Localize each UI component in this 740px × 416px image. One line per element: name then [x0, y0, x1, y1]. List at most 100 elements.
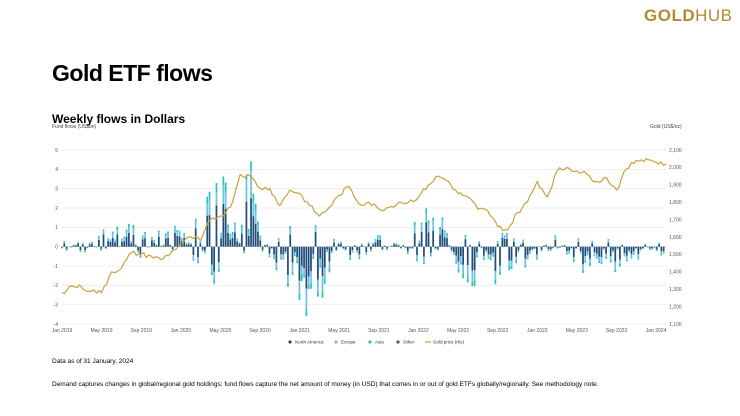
- logo-part-gold: GOLD: [644, 6, 696, 25]
- flow-bar-segment: [429, 255, 432, 257]
- flow-bar-segment: [381, 246, 384, 250]
- flow-bar-segment: [489, 254, 492, 259]
- flow-bar-segment: [111, 238, 114, 247]
- flow-bar-segment: [245, 201, 248, 247]
- flow-bar-segment: [572, 246, 575, 258]
- flow-bar-segment: [351, 251, 354, 253]
- flow-bar-segment: [466, 276, 469, 283]
- flow-bar-segment: [231, 238, 234, 247]
- flow-bar-segment: [194, 218, 197, 221]
- flow-bar-segment: [471, 270, 474, 282]
- flow-bar-segment: [432, 217, 435, 221]
- flow-bar-segment: [598, 261, 601, 263]
- flow-bar-segment: [321, 276, 324, 293]
- flow-bar-segment: [98, 235, 100, 238]
- flow-bar-segment: [600, 257, 603, 263]
- flow-bar-segment: [501, 234, 504, 238]
- flow-bar-segment: [367, 243, 370, 247]
- flow-bar-segment: [273, 246, 275, 255]
- flow-bar-segment: [187, 244, 190, 247]
- flow-bar-segment: [222, 203, 225, 247]
- flow-bar-segment: [628, 251, 630, 253]
- left-tick-label: 4: [55, 167, 58, 173]
- flow-bar-segment: [441, 219, 444, 230]
- right-tick-label: 1,300: [669, 287, 682, 293]
- flow-bar-segment: [81, 243, 84, 245]
- left-tick-label: 1: [55, 225, 58, 231]
- flow-bar-segment: [134, 244, 137, 246]
- flow-bar-segment: [289, 234, 292, 247]
- flow-bar-segment: [130, 241, 133, 242]
- flow-bar-segment: [144, 231, 146, 234]
- flow-bar-segment: [554, 239, 557, 247]
- flow-bar-segment: [649, 248, 651, 250]
- flow-bar-segment: [529, 252, 531, 254]
- flow-bar-segment: [328, 269, 331, 273]
- flow-bar-segment: [261, 249, 264, 252]
- flow-bar-segment: [400, 246, 402, 248]
- right-tick-label: 1,800: [669, 200, 682, 206]
- flow-bar-segment: [406, 251, 409, 253]
- flow-bar-segment: [499, 271, 501, 275]
- x-tick-label: Sep 2022: [487, 328, 509, 334]
- flow-bar-segment: [224, 208, 227, 247]
- flow-bar-segment: [510, 266, 513, 270]
- flow-bar-segment: [568, 252, 571, 254]
- flow-bar-segment: [579, 246, 582, 252]
- flow-bar-segment: [632, 246, 635, 252]
- flow-bar-segment: [358, 258, 361, 260]
- flow-bar-segment: [305, 288, 308, 310]
- flow-bar-segment: [420, 224, 423, 232]
- flow-bar-segment: [459, 256, 462, 263]
- flow-bar-segment: [381, 249, 384, 251]
- flow-bar-segment: [330, 251, 333, 253]
- flow-bar-segment: [616, 246, 619, 249]
- left-tick-label: -4: [54, 322, 59, 328]
- flow-bar-segment: [584, 256, 587, 261]
- flow-bar-segment: [300, 246, 303, 266]
- flow-bar-segment: [619, 259, 621, 264]
- flow-bar-segment: [307, 276, 310, 286]
- flow-bar-segment: [344, 249, 347, 251]
- flow-bar-segment: [289, 226, 292, 229]
- x-tick-label: May 2019: [91, 328, 113, 334]
- flow-bar-segment: [282, 258, 285, 260]
- flow-bar-segment: [107, 239, 109, 242]
- flow-bar-segment: [245, 175, 248, 181]
- flow-bar-segment: [526, 246, 529, 256]
- flow-bar-segment: [360, 243, 363, 245]
- flow-bar-segment: [434, 246, 437, 249]
- as-of-note: Data as of 31 January, 2024: [52, 358, 134, 365]
- flow-bar-segment: [317, 291, 319, 297]
- flow-bar-segment: [340, 242, 342, 244]
- flow-bar-segment: [197, 246, 199, 258]
- flow-bar-segment: [183, 237, 186, 247]
- flow-bar-segment: [319, 264, 322, 268]
- flow-bar-segment: [236, 238, 239, 239]
- left-tick-label: 2: [55, 206, 58, 212]
- flow-bar-segment: [330, 246, 333, 252]
- flow-bar-segment: [496, 240, 499, 242]
- flow-bar-segment: [300, 274, 303, 282]
- flow-bar-segment: [167, 233, 169, 238]
- flow-bar-segment: [199, 243, 202, 247]
- flow-bar-segment: [506, 238, 508, 247]
- flow-bar-segment: [199, 242, 202, 244]
- right-axis-ticks: 2,100 2,000 1,900 1,800 1,700 1,600 1,500 1,400…: [669, 148, 682, 328]
- flow-bar-segment: [572, 259, 575, 263]
- flow-bar-segment: [284, 246, 287, 252]
- flow-bar-segment: [411, 246, 414, 249]
- flow-bar-segment: [109, 240, 112, 242]
- flow-bar-segment: [420, 231, 423, 247]
- flow-bar-segment: [139, 246, 142, 254]
- flow-bar-segment: [323, 246, 326, 268]
- flow-bar-segment: [102, 229, 105, 231]
- flow-bar-segment: [337, 243, 340, 247]
- flow-bar-segment: [254, 224, 257, 247]
- flow-bar-segment: [393, 242, 395, 244]
- flow-bar-segment: [178, 230, 181, 232]
- flow-bar-segment: [413, 226, 416, 234]
- flow-bar-segment: [632, 253, 635, 255]
- flow-bar-segment: [169, 244, 172, 246]
- flow-bar-segment: [515, 260, 518, 264]
